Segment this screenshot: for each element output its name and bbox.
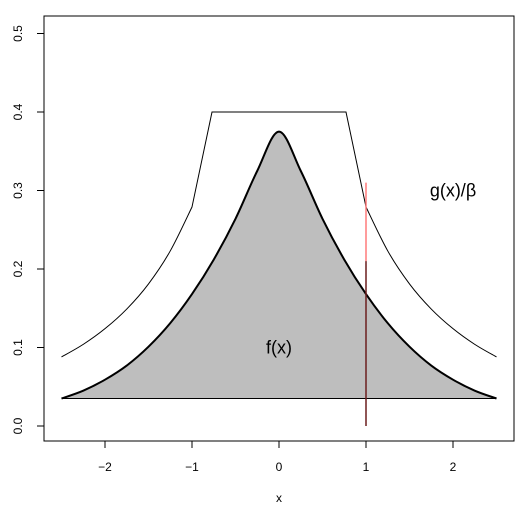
x-tick-label: 2 bbox=[450, 460, 457, 474]
x-tick-label: 0 bbox=[276, 460, 283, 474]
f-area bbox=[61, 131, 497, 399]
fill-layer bbox=[61, 131, 497, 399]
y-tick-label: 0.4 bbox=[11, 103, 25, 120]
x-axis: −2 −1 0 1 2 bbox=[98, 440, 457, 474]
g-label: g(x)/β bbox=[430, 181, 476, 201]
y-tick-label: 0.2 bbox=[11, 260, 25, 277]
y-tick-label: 0.5 bbox=[11, 25, 25, 42]
y-tick-label: 0.1 bbox=[11, 339, 25, 356]
y-tick-label: 0.3 bbox=[11, 182, 25, 199]
f-curve bbox=[61, 130, 497, 400]
line-layer bbox=[61, 111, 497, 400]
x-tick-label: −2 bbox=[98, 460, 112, 474]
f-label: f(x) bbox=[266, 338, 292, 358]
x-tick-label: 1 bbox=[363, 460, 370, 474]
x-axis-title: x bbox=[276, 491, 282, 505]
y-axis: 0.0 0.1 0.2 0.3 0.4 0.5 bbox=[11, 25, 45, 434]
x-tick-label: −1 bbox=[185, 460, 199, 474]
y-tick-label: 0.0 bbox=[11, 417, 25, 434]
g-envelope-curve bbox=[61, 111, 497, 358]
annotation-layer: f(x) g(x)/β bbox=[266, 181, 476, 358]
